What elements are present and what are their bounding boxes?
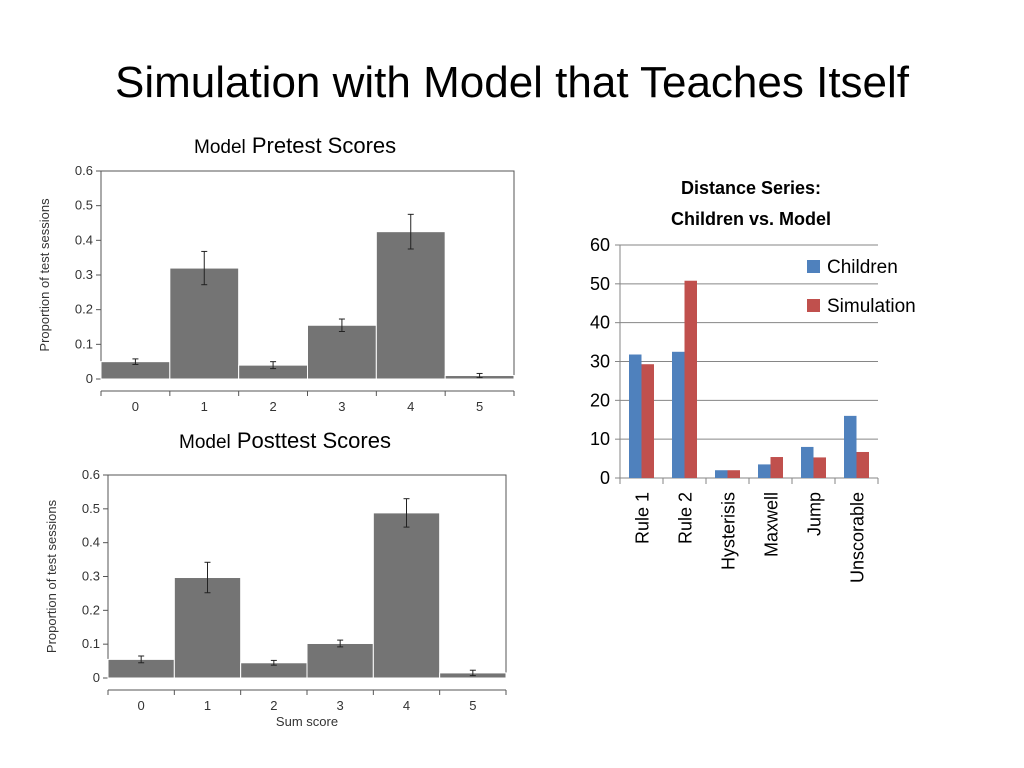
- distance-xtick-label: Unscorable: [848, 492, 868, 583]
- pretest-ytick-label: 0.3: [75, 267, 93, 282]
- posttest-xtick-label: 3: [337, 698, 344, 713]
- pretest-ylabel: Proportion of test sessions: [37, 198, 52, 352]
- pretest-xtick-label: 0: [132, 399, 139, 414]
- distance-xtick-label: Maxwell: [762, 492, 782, 557]
- distance-ytick-label: 20: [590, 390, 610, 410]
- pretest-ytick-label: 0.1: [75, 336, 93, 351]
- posttest-title: Model Posttest Scores: [179, 428, 391, 454]
- distance-ytick-label: 40: [590, 313, 610, 333]
- posttest-xtick-label: 1: [204, 698, 211, 713]
- distance-xtick-label: Rule 1: [633, 492, 653, 544]
- posttest-ytick-label: 0.1: [82, 636, 100, 651]
- pretest-bar: [375, 231, 446, 380]
- posttest-ytick-label: 0.4: [82, 535, 100, 550]
- pretest-xtick-label: 5: [476, 399, 483, 414]
- posttest-bar: [173, 577, 242, 679]
- posttest-bar: [372, 512, 441, 679]
- distance-bar-children: [715, 470, 728, 478]
- posttest-xtick-label: 4: [403, 698, 410, 713]
- distance-xtick-label: Jump: [805, 492, 825, 536]
- slide-title: Simulation with Model that Teaches Itsel…: [114, 58, 910, 107]
- distance-legend-swatch: [807, 299, 820, 312]
- pretest-ytick-label: 0.2: [75, 302, 93, 317]
- distance-title-line: Distance Series:: [681, 178, 821, 198]
- distance-bar-children: [758, 464, 771, 478]
- pretest-xtick-label: 3: [338, 399, 345, 414]
- posttest-xlabel: Sum score: [276, 714, 338, 729]
- distance-bar-simulation: [641, 364, 654, 478]
- distance-bar-simulation: [770, 457, 783, 478]
- distance-bar-children: [844, 415, 857, 478]
- distance-ytick-label: 0: [600, 468, 610, 488]
- posttest-title-prefix: Model: [179, 432, 231, 453]
- posttest-ytick-label: 0.3: [82, 569, 100, 584]
- pretest-xtick-label: 2: [269, 399, 276, 414]
- posttest-ytick-label: 0: [93, 670, 100, 685]
- posttest-xtick-label: 5: [469, 698, 476, 713]
- distance-bar-simulation: [813, 457, 826, 478]
- pretest-title: Model Pretest Scores: [194, 133, 396, 159]
- pretest-xtick-label: 4: [407, 399, 414, 414]
- pretest-title-main: Pretest Scores: [251, 133, 397, 158]
- distance-bar-children: [801, 446, 814, 478]
- distance-ytick-label: 50: [590, 274, 610, 294]
- distance-bar-simulation: [727, 470, 740, 478]
- distance-legend-swatch: [807, 260, 820, 273]
- posttest-ytick-label: 0.5: [82, 501, 100, 516]
- pretest-ytick-label: 0: [86, 371, 93, 386]
- pretest-ytick-label: 0.4: [75, 232, 93, 247]
- posttest-title-main: Posttest Scores: [236, 428, 391, 453]
- pretest-ytick-label: 0.6: [75, 163, 93, 178]
- distance-xtick-label: Rule 2: [676, 492, 696, 544]
- distance-bar-simulation: [684, 280, 697, 478]
- distance-bar-children: [629, 354, 642, 478]
- distance-ytick-label: 30: [590, 352, 610, 372]
- pretest-title-prefix: Model: [194, 137, 246, 158]
- posttest-ytick-label: 0.6: [82, 467, 100, 482]
- posttest-ytick-label: 0.2: [82, 602, 100, 617]
- distance-bar-simulation: [856, 451, 869, 478]
- distance-title-line: Children vs. Model: [671, 209, 831, 229]
- distance-legend-label: Children: [827, 257, 898, 278]
- distance-ytick-label: 10: [590, 429, 610, 449]
- pretest-ytick-label: 0.5: [75, 198, 93, 213]
- pretest-bar: [307, 324, 377, 380]
- posttest-xtick-label: 2: [270, 698, 277, 713]
- posttest-ylabel: Proportion of test sessions: [44, 499, 59, 653]
- distance-xtick-label: Hysterisis: [719, 492, 739, 570]
- distance-legend-label: Simulation: [827, 296, 916, 317]
- posttest-xtick-label: 0: [138, 698, 145, 713]
- pretest-xtick-label: 1: [201, 399, 208, 414]
- distance-ytick-label: 60: [590, 235, 610, 255]
- distance-bar-children: [672, 351, 685, 478]
